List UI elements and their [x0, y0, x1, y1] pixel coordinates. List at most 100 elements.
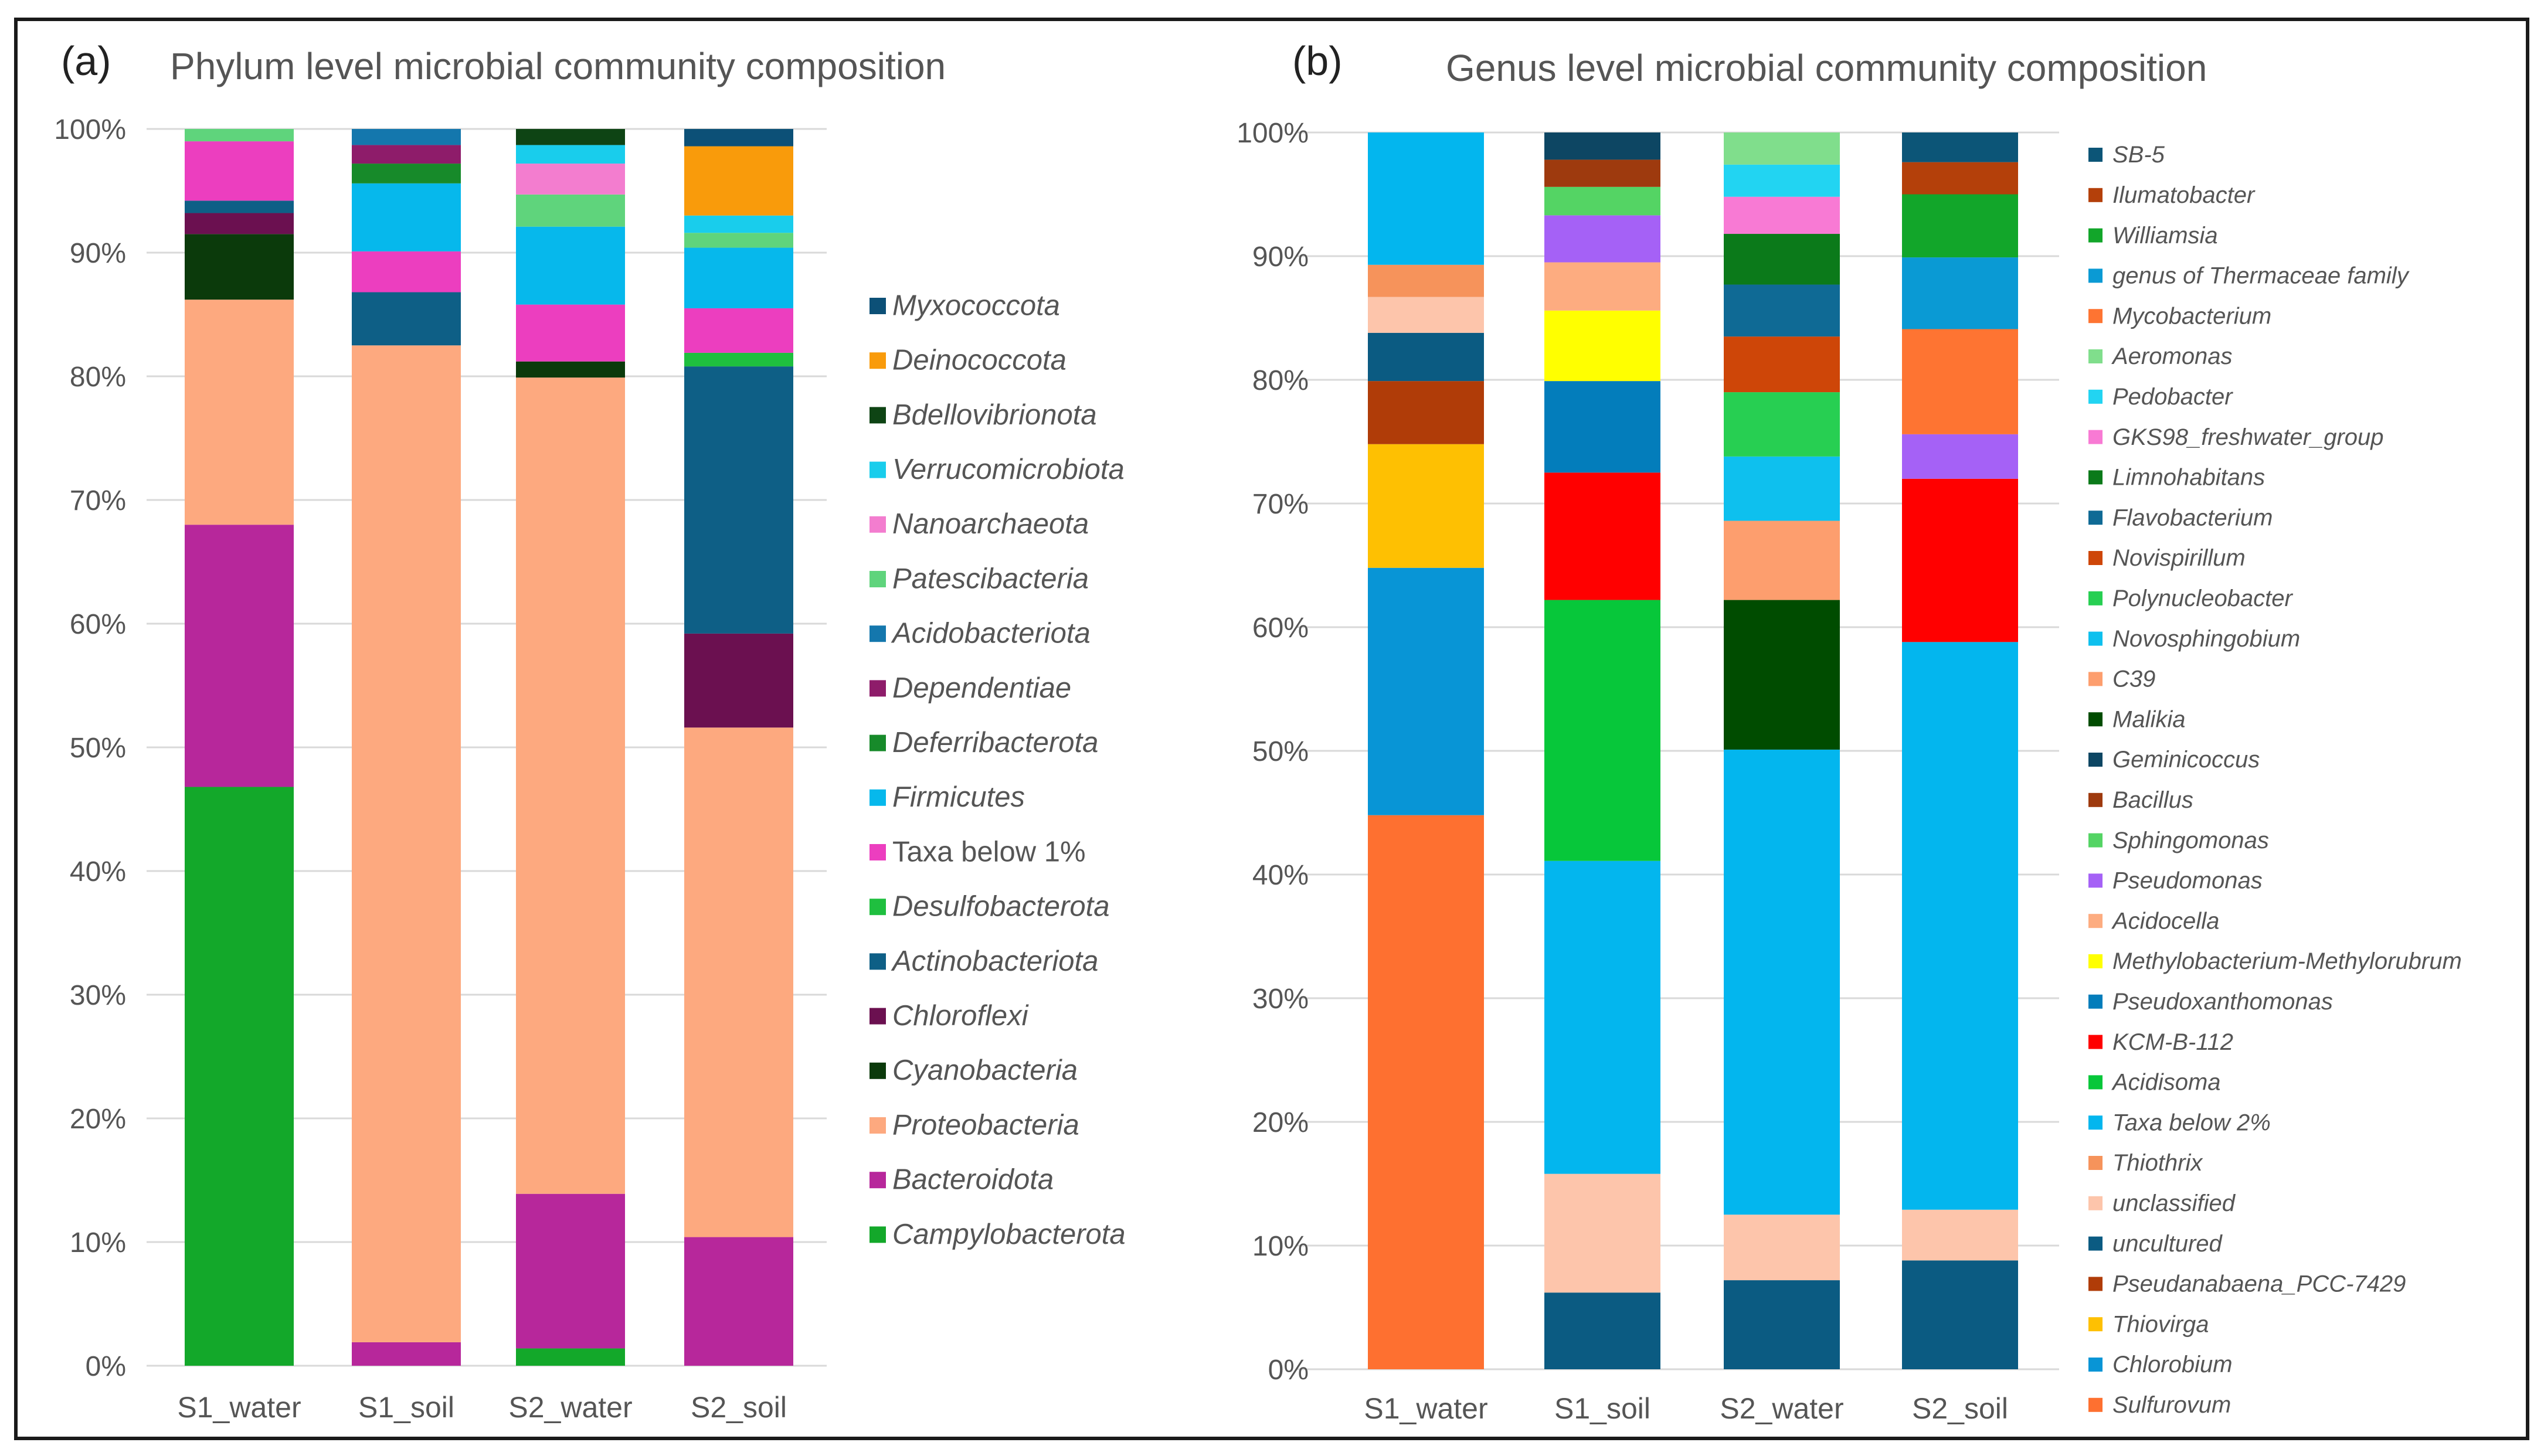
legend-label-a-bdellovibrionota: Bdellovibrionota	[892, 399, 1097, 431]
x-category-label-a-s2-water: S2_water	[508, 1391, 632, 1424]
bar-segment-a-s1-water-bacteroidota	[185, 525, 294, 787]
bar-segment-b-s1-soil-acidocella	[1544, 262, 1660, 311]
bar-segment-a-s2-water-bacteroidota	[516, 1193, 625, 1349]
legend-swatch-a-proteobacteria	[869, 1117, 886, 1134]
bar-segment-b-s2-soil-kcm-b-112	[1902, 478, 2018, 642]
bar-segment-b-s2-water-aeromonas	[1724, 132, 1840, 165]
legend-label-b-polynucleobacter: Polynucleobacter	[2112, 586, 2294, 611]
legend-swatch-b-uncultured	[2088, 1236, 2103, 1251]
legend-label-a-bacteroidota: Bacteroidota	[892, 1164, 1054, 1196]
legend-swatch-a-bacteroidota	[869, 1172, 886, 1189]
bar-segment-b-s1-soil-bacillus	[1544, 159, 1660, 187]
legend-label-b-novosphingobium: Novosphingobium	[2112, 626, 2300, 652]
panel-b-label: (b)	[1292, 38, 1343, 84]
bar-segment-b-s1-water-taxa-below-2	[1368, 132, 1484, 265]
bar-segment-a-s2-soil-patescibacteria	[684, 233, 793, 248]
bar-segment-b-s2-soil-taxa-below-2	[1902, 642, 2018, 1210]
legend-label-a-acidobacteriota: Acidobacteriota	[891, 618, 1091, 649]
panel-a-label: (a)	[61, 38, 111, 84]
bar-segment-b-s2-water-unclassified	[1724, 1215, 1840, 1281]
legend-label-b-williamsia: Williamsia	[2112, 223, 2218, 249]
bar-segment-b-s2-water-pedobacter	[1724, 164, 1840, 197]
bar-segment-b-s2-soil-pseudomonas	[1902, 434, 2018, 479]
legend-swatch-b-novispirillum	[2088, 551, 2103, 565]
legend-swatch-a-desulfobacterota	[869, 899, 886, 916]
bar-segment-a-s2-water-proteobacteria	[516, 377, 625, 1194]
legend-label-b-c39: C39	[2112, 666, 2155, 692]
legend-label-a-verrucomicrobiota: Verrucomicrobiota	[892, 454, 1125, 485]
x-category-label-a-s1-soil: S1_soil	[358, 1391, 454, 1424]
legend-label-b-bacillus: Bacillus	[2112, 787, 2193, 813]
panel-a-title: Phylum level microbial community composi…	[170, 45, 946, 87]
legend-label-b-ilumatobacter: Ilumatobacter	[2112, 182, 2256, 208]
bar-segment-a-s2-water-bdellovibrionota	[516, 129, 625, 145]
bar-segment-b-s2-water-gks98-freshwater-group	[1724, 196, 1840, 234]
y-tick-label-b-10: 100%	[1237, 118, 1309, 149]
bar-segment-a-s1-soil-proteobacteria	[352, 345, 461, 1342]
legend-swatch-b-limnohabitans	[2088, 470, 2103, 485]
bar-segment-b-s2-soil-unclassified	[1902, 1209, 2018, 1261]
legend-label-b-acidocella: Acidocella	[2111, 908, 2219, 934]
legend-swatch-a-deinococcota	[869, 352, 886, 369]
bar-segment-a-s2-water-firmicutes	[516, 226, 625, 305]
bar-segment-b-s1-water-unclassified	[1368, 297, 1484, 333]
bar-segment-b-s2-soil-uncultured	[1902, 1260, 2018, 1369]
bar-segment-a-s1-soil-bacteroidota	[352, 1342, 461, 1366]
legend-label-b-kcm-b-112: KCM-B-112	[2112, 1029, 2233, 1055]
legend-swatch-a-verrucomicrobiota	[869, 461, 886, 478]
legend-swatch-b-novosphingobium	[2088, 631, 2103, 646]
legend-label-b-unclassified: unclassified	[2112, 1190, 2236, 1216]
panel-b-title: Genus level microbial community composit…	[1446, 47, 2207, 89]
bar-segment-a-s1-water-patescibacteria	[185, 129, 294, 142]
bar-segment-b-s1-water-thiovirga	[1368, 444, 1484, 568]
legend-label-a-deferribacterota: Deferribacterota	[892, 727, 1098, 758]
y-tick-label-b-8: 80%	[1252, 365, 1309, 396]
y-tick-label-a-1: 10%	[70, 1227, 126, 1258]
legend-swatch-a-nanoarchaeota	[869, 516, 886, 533]
panel-a: (a) Phylum level microbial community com…	[54, 38, 1125, 1424]
bar-segment-a-s2-soil-bacteroidota	[684, 1237, 793, 1366]
bar-segment-b-s1-water-pseudanabaena-pcc-7429	[1368, 381, 1484, 444]
y-tick-label-a-7: 70%	[70, 485, 126, 516]
legend-swatch-a-firmicutes	[869, 789, 886, 806]
legend-label-b-acidisoma: Acidisoma	[2111, 1070, 2221, 1096]
bar-segment-a-s1-soil-deferribacterota	[352, 164, 461, 183]
bar-segment-a-s2-soil-desulfobacterota	[684, 352, 793, 367]
legend-swatch-b-sulfurovum	[2088, 1397, 2103, 1412]
bar-segment-b-s2-water-polynucleobacter	[1724, 392, 1840, 457]
bar-segment-a-s2-soil-deinococcota	[684, 146, 793, 216]
y-tick-label-b-6: 60%	[1252, 613, 1309, 644]
legend-swatch-b-methylobacterium-methylorubrum	[2088, 954, 2103, 968]
bar-segment-a-s2-soil-myxococcota	[684, 129, 793, 147]
bar-segment-b-s1-water-sulfurovum	[1368, 815, 1484, 1369]
y-tick-label-a-0: 0%	[86, 1351, 126, 1382]
x-category-label-b-s2-water: S2_water	[1720, 1392, 1843, 1425]
legend-swatch-b-genus-of-thermaceae-family	[2088, 268, 2103, 283]
legend-swatch-b-acidocella	[2088, 914, 2103, 928]
y-tick-label-b-0: 0%	[1268, 1355, 1309, 1386]
bar-segment-a-s1-soil-acidobacteriota	[352, 129, 461, 145]
bar-segment-a-s1-water-proteobacteria	[185, 300, 294, 525]
bar-segment-b-s2-water-flavobacterium	[1724, 284, 1840, 337]
legend-swatch-b-thiothrix	[2088, 1156, 2103, 1170]
legend-label-b-taxa-below-2: Taxa below 2%	[2112, 1110, 2271, 1135]
legend-label-b-malikia: Malikia	[2112, 706, 2185, 732]
bar-segment-a-s1-water-actinobacteriota	[185, 200, 294, 213]
x-category-label-b-s1-soil: S1_soil	[1554, 1392, 1650, 1425]
legend-swatch-b-sphingomonas	[2088, 833, 2103, 848]
legend-swatch-b-pseudoxanthomonas	[2088, 994, 2103, 1009]
legend-label-a-proteobacteria: Proteobacteria	[892, 1109, 1079, 1141]
legend-label-b-geminicoccus: Geminicoccus	[2112, 747, 2260, 773]
bar-segment-b-s1-soil-kcm-b-112	[1544, 472, 1660, 600]
bar-segment-a-s1-water-taxa-below-1	[185, 141, 294, 201]
legend-swatch-b-pseudomonas	[2088, 873, 2103, 888]
y-tick-label-b-1: 10%	[1252, 1231, 1309, 1262]
legend-label-a-actinobacteriota: Actinobacteriota	[891, 945, 1098, 977]
bar-segment-a-s2-water-taxa-below-1	[516, 304, 625, 362]
bar-segment-a-s1-soil-dependentiae	[352, 145, 461, 164]
legend-swatch-a-dependentiae	[869, 680, 886, 697]
legend-label-a-chloroflexi: Chloroflexi	[892, 1000, 1029, 1032]
bar-segment-a-s2-soil-taxa-below-1	[684, 308, 793, 353]
bar-segment-a-s2-soil-firmicutes	[684, 247, 793, 308]
